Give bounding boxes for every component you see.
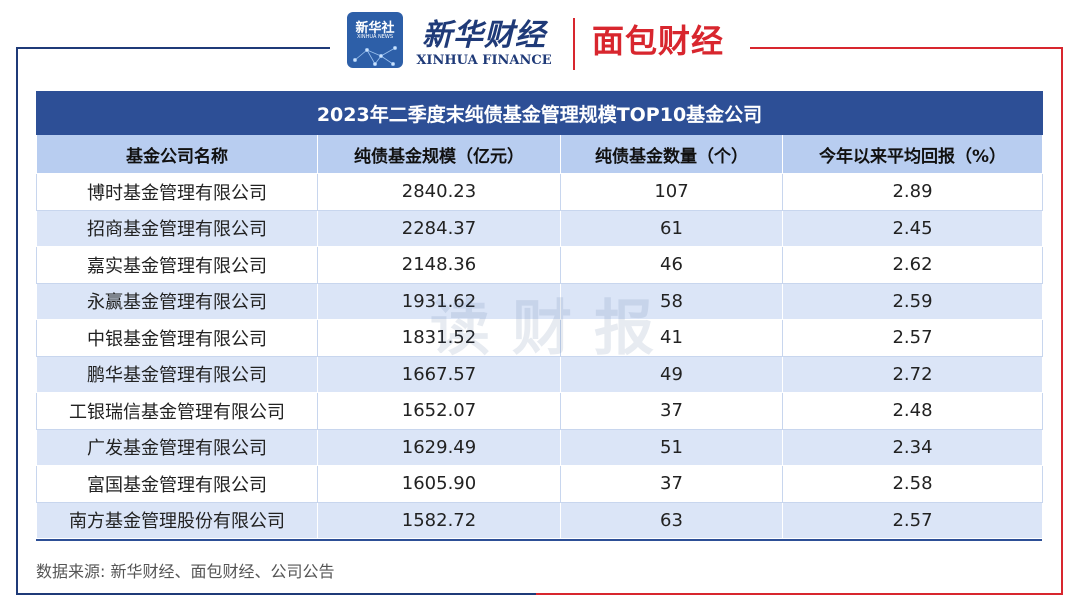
xinhua-badge-en: XINHUA NEWS <box>356 34 394 40</box>
source-note: 数据来源: 新华财经、面包财经、公司公告 <box>36 562 335 581</box>
table-cell: 1582.72 <box>317 501 561 539</box>
table-cell: 51 <box>560 428 783 466</box>
logo-divider <box>573 18 575 70</box>
xinhua-finance-logo-en: XINHUA FINANCE <box>416 53 552 68</box>
frame-line-bottom-left <box>16 593 536 595</box>
table-cell: 2148.36 <box>317 246 561 284</box>
column-header: 今年以来平均回报（%） <box>782 134 1043 174</box>
mianbao-finance-logo: 面包财经 <box>592 22 725 60</box>
table-cell: 鹏华基金管理有限公司 <box>36 355 318 393</box>
table-cell: 富国基金管理有限公司 <box>36 465 318 503</box>
table-cell: 2.72 <box>782 355 1043 393</box>
table-cell: 1667.57 <box>317 355 561 393</box>
table-cell: 41 <box>560 319 783 357</box>
xinhua-finance-logo-cn: 新华财经 <box>422 18 546 53</box>
xinhua-badge-cn: 新华社 <box>355 21 395 36</box>
table-bottom-rule <box>36 539 1042 541</box>
table-cell: 2.62 <box>782 246 1043 284</box>
table-cell: 2840.23 <box>317 173 561 211</box>
table-cell: 58 <box>560 282 783 320</box>
table-cell: 107 <box>560 173 783 211</box>
table-row: 广发基金管理有限公司 1629.49 51 2.34 <box>36 428 1043 466</box>
table-cell: 2.34 <box>782 428 1043 466</box>
frame-line-left <box>16 47 18 595</box>
table-cell: 49 <box>560 355 783 393</box>
table-cell: 2.58 <box>782 465 1043 503</box>
table-cell: 中银基金管理有限公司 <box>36 319 318 357</box>
table-cell: 1605.90 <box>317 465 561 503</box>
frame-line-right-top <box>750 47 1063 49</box>
table-cell: 1652.07 <box>317 392 561 430</box>
table-cell: 37 <box>560 392 783 430</box>
table-cell: 2284.37 <box>317 209 561 247</box>
table-cell: 61 <box>560 209 783 247</box>
table-row: 博时基金管理有限公司 2840.23 107 2.89 <box>36 173 1043 211</box>
table-cell: 招商基金管理有限公司 <box>36 209 318 247</box>
table-row: 鹏华基金管理有限公司 1667.57 49 2.72 <box>36 355 1043 393</box>
table-cell: 2.57 <box>782 501 1043 539</box>
table-cell: 南方基金管理股份有限公司 <box>36 501 318 539</box>
network-icon <box>353 46 398 66</box>
table-cell: 1629.49 <box>317 428 561 466</box>
column-header: 纯债基金数量（个） <box>560 134 783 174</box>
table-row: 招商基金管理有限公司 2284.37 61 2.45 <box>36 209 1043 247</box>
table-cell: 永赢基金管理有限公司 <box>36 282 318 320</box>
table-cell: 2.59 <box>782 282 1043 320</box>
table-cell: 1931.62 <box>317 282 561 320</box>
fund-table: 2023年二季度末纯债基金管理规模TOP10基金公司 基金公司名称 纯债基金规模（… <box>36 91 1043 539</box>
table-cell: 46 <box>560 246 783 284</box>
table-cell: 博时基金管理有限公司 <box>36 173 318 211</box>
table-row: 工银瑞信基金管理有限公司 1652.07 37 2.48 <box>36 392 1043 430</box>
frame-line-right <box>1061 47 1063 595</box>
table-cell: 2.45 <box>782 209 1043 247</box>
table-cell: 广发基金管理有限公司 <box>36 428 318 466</box>
frame-line-bottom-right <box>536 593 1063 595</box>
table-row: 永赢基金管理有限公司 1931.62 58 2.59 <box>36 282 1043 320</box>
table-cell: 2.48 <box>782 392 1043 430</box>
table-cell: 2.89 <box>782 173 1043 211</box>
table-cell: 工银瑞信基金管理有限公司 <box>36 392 318 430</box>
frame-line-left-top <box>16 47 330 49</box>
table-cell: 37 <box>560 465 783 503</box>
table-cell: 63 <box>560 501 783 539</box>
table-row: 富国基金管理有限公司 1605.90 37 2.58 <box>36 465 1043 503</box>
column-header: 纯债基金规模（亿元） <box>317 134 561 174</box>
xinhua-news-logo: 新华社 XINHUA NEWS <box>347 12 403 68</box>
table-row: 嘉实基金管理有限公司 2148.36 46 2.62 <box>36 246 1043 284</box>
table-cell: 1831.52 <box>317 319 561 357</box>
table-row: 中银基金管理有限公司 1831.52 41 2.57 <box>36 319 1043 357</box>
column-header: 基金公司名称 <box>36 134 318 174</box>
table-title: 2023年二季度末纯债基金管理规模TOP10基金公司 <box>36 91 1043 135</box>
table-row: 南方基金管理股份有限公司 1582.72 63 2.57 <box>36 501 1043 539</box>
table-cell: 2.57 <box>782 319 1043 357</box>
table-cell: 嘉实基金管理有限公司 <box>36 246 318 284</box>
